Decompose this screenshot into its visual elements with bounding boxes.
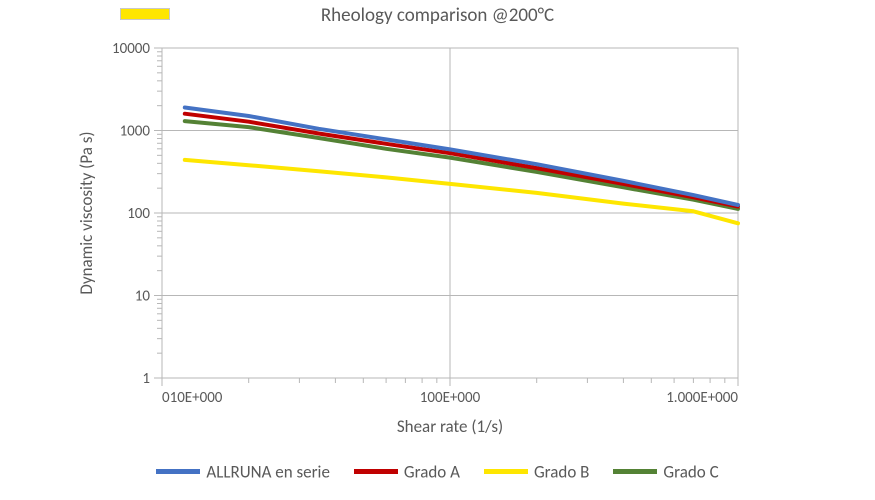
legend-label: Grado C (663, 461, 718, 482)
x-tick-label: 010E+000 (162, 389, 223, 407)
legend-swatch (156, 469, 200, 474)
legend-swatch (484, 469, 528, 474)
y-tick-label: 100 (127, 205, 150, 223)
legend-item: Grado C (613, 460, 718, 482)
legend-item: ALLRUNA en serie (156, 460, 330, 482)
y-tick-label: 10 (135, 288, 151, 306)
x-tick-label: 100E+000 (420, 389, 481, 407)
rheology-chart: 1 10 100 1000 10000 010E+000 100E+000 1.000E+00… (0, 0, 875, 460)
legend-item: Grado B (484, 460, 589, 482)
legend-label: Grado A (404, 461, 460, 482)
x-axis-label: Shear rate (1/s) (397, 416, 503, 437)
legend-swatch (354, 469, 398, 474)
y-tick-label: 1000 (120, 123, 151, 141)
y-tick-label: 10000 (112, 40, 150, 58)
legend-label: ALLRUNA en serie (206, 461, 330, 482)
legend-item: Grado A (354, 460, 460, 482)
legend-label: Grado B (534, 461, 589, 482)
x-tick-label: 1.000E+000 (666, 389, 738, 407)
y-axis-label: Dynamic viscosity (Pa s) (76, 131, 97, 294)
legend-swatch (613, 469, 657, 474)
y-tick-label: 1 (142, 370, 150, 388)
legend: ALLRUNA en serie Grado A Grado B Grado C (0, 460, 875, 482)
